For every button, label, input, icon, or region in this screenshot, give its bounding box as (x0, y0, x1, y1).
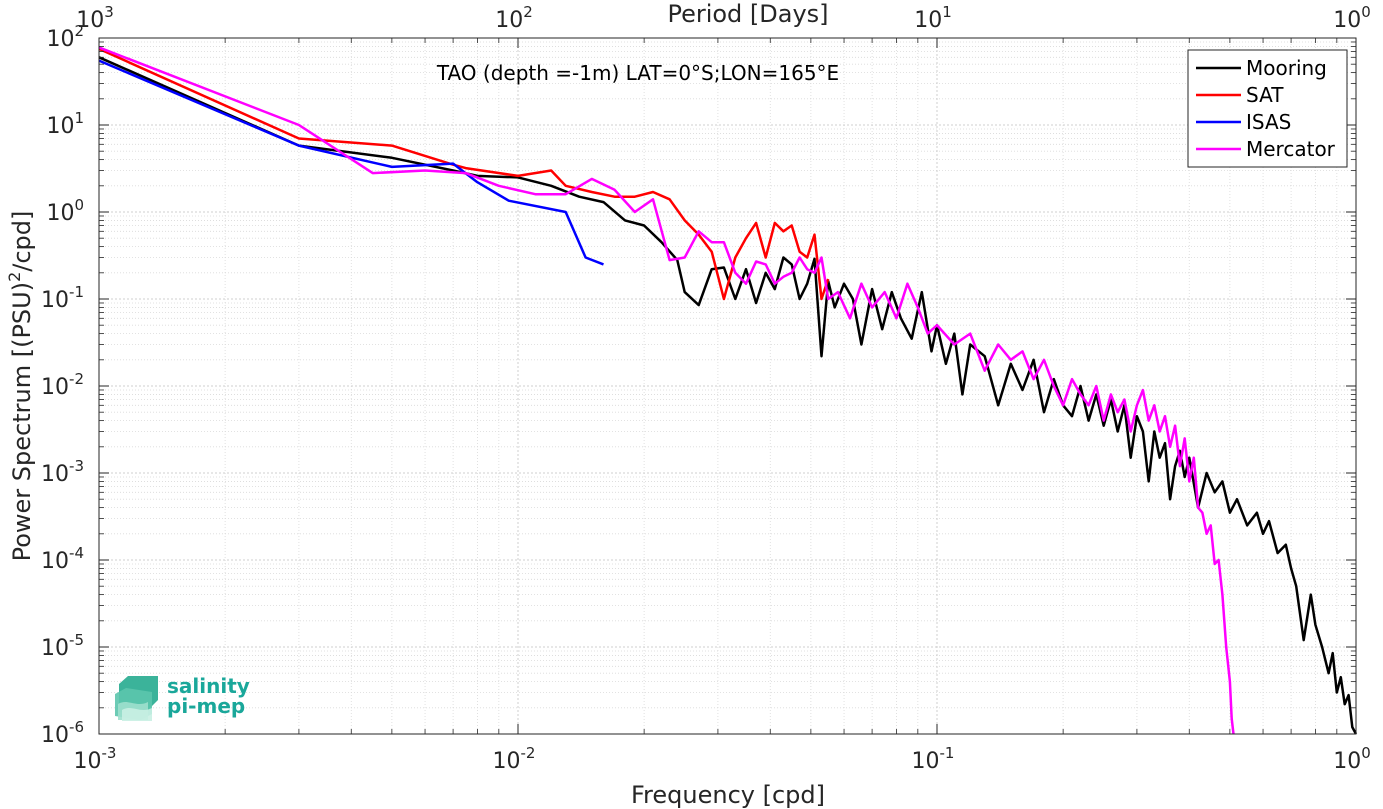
top-tick-label-base: 10 (914, 8, 942, 33)
y-tick-label-base: 10 (41, 636, 69, 661)
top-tick-label-base: 10 (495, 8, 523, 33)
series-line-mercator (98, 46, 1235, 735)
top-tick-label-exp: 1 (942, 3, 952, 21)
x-tick-label: 100 (1333, 744, 1371, 774)
y-tick-label-base: 10 (41, 375, 69, 400)
top-tick-label: 102 (495, 3, 533, 33)
y-tick-label: 10-3 (41, 457, 84, 487)
y-axis-label: Power Spectrum [(PSU)2/cpd] (5, 211, 36, 562)
top-axis-label: Period [Days] (667, 0, 828, 28)
top-tick-label-base: 10 (76, 8, 104, 33)
x-tick-label-exp: 0 (1361, 744, 1371, 762)
minor-grid (99, 38, 1356, 734)
top-tick-label-exp: 2 (523, 3, 533, 21)
legend-items: Mooring SAT ISAS Mercator (1196, 56, 1336, 161)
major-grid (99, 38, 1356, 734)
x-axis-label: Frequency [cpd] (631, 781, 825, 809)
y-tick-label-base: 10 (41, 288, 69, 313)
y-tick-label-exp: -4 (69, 544, 84, 562)
y-tick-label: 10-2 (41, 370, 84, 400)
y-tick-label-exp: -3 (69, 457, 84, 475)
x-tick-label-exp: -1 (940, 744, 955, 762)
x-tick-label-base: 10 (74, 749, 102, 774)
x-tick-label: 10-1 (912, 744, 955, 774)
y-tick-label: 10-6 (41, 718, 84, 748)
legend-label-mercator: Mercator (1246, 137, 1336, 161)
y-tick-label-base: 10 (41, 549, 69, 574)
salinity-pi-mep-logo: salinity pi-mep (115, 674, 250, 721)
y-tick-label-base: 10 (46, 27, 74, 52)
y-tick-label-base: 10 (46, 114, 74, 139)
y-tick-label-exp: -6 (69, 718, 84, 736)
y-tick-label-exp: 1 (74, 109, 84, 127)
series-layer (98, 46, 1358, 735)
y-tick-label-exp: 2 (74, 22, 84, 40)
top-tick-label: 100 (1333, 3, 1371, 33)
y-tick-label-exp: -5 (69, 631, 84, 649)
y-tick-label-base: 10 (46, 201, 74, 226)
top-tick-label-exp: 0 (1361, 3, 1371, 21)
x-tick-label-exp: -2 (521, 744, 536, 762)
tick-marks (98, 37, 1357, 735)
series-line-sat (98, 47, 830, 301)
top-tick-label-base: 10 (1333, 8, 1361, 33)
x-tick-label-base: 10 (912, 749, 940, 774)
y-tick-label-exp: -2 (69, 370, 84, 388)
y-tick-label: 10-4 (41, 544, 84, 574)
top-tick-label: 103 (76, 3, 114, 33)
x-tick-label: 10-3 (74, 744, 117, 774)
top-tick-label-exp: 3 (104, 3, 114, 21)
x-tick-label-exp: -3 (102, 744, 117, 762)
y-axis-label-tail: /cpd] (8, 211, 36, 272)
y-tick-label: 10-1 (41, 283, 84, 313)
legend-label-isas: ISAS (1246, 110, 1291, 134)
chart-title: TAO (depth =-1m) LAT=0°S;LON=165°E (436, 61, 839, 85)
legend-label-sat: SAT (1246, 83, 1284, 107)
y-tick-label: 100 (46, 196, 84, 226)
legend: Mooring SAT ISAS Mercator (1187, 49, 1348, 168)
series-line-isas (98, 59, 604, 266)
y-tick-label: 102 (46, 22, 84, 52)
series-line-mooring (98, 56, 1358, 735)
y-tick-label: 10-5 (41, 631, 84, 661)
y-tick-label-base: 10 (41, 723, 69, 748)
logo-line-2: pi-mep (167, 694, 245, 718)
x-tick-label-base: 10 (1333, 749, 1361, 774)
y-axis-label-main: Power Spectrum [(PSU) (8, 282, 36, 561)
x-tick-label-base: 10 (493, 749, 521, 774)
y-tick-label-base: 10 (41, 462, 69, 487)
y-tick-label-exp: 0 (74, 196, 84, 214)
y-tick-label: 101 (46, 109, 84, 139)
legend-label-mooring: Mooring (1246, 56, 1327, 80)
top-tick-label: 101 (914, 3, 952, 33)
logo-line-1: salinity (167, 674, 250, 698)
logo-waves-icon (115, 676, 158, 721)
y-tick-label-exp: -1 (69, 283, 84, 301)
y-axis-label-sup: 2 (5, 272, 24, 282)
legend-box (1187, 49, 1348, 168)
x-tick-label: 10-2 (493, 744, 536, 774)
